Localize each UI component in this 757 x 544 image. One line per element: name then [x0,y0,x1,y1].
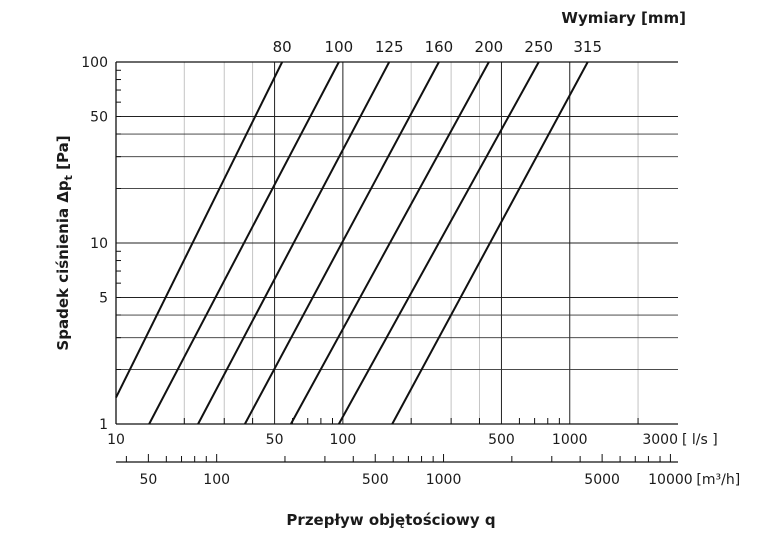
series-label-250: 250 [524,38,553,56]
y-tick-label: 10 [90,236,108,252]
series-line-125 [197,61,391,425]
series-line-250 [337,61,540,425]
x-axis-title: Przepływ objętościowy q [286,511,495,529]
x-tick-label: 1000 [552,432,588,448]
y-tick-label: 1 [99,417,108,433]
series-label-200: 200 [475,38,504,56]
x2-tick-label: 50 [139,472,157,488]
series-lines [115,61,589,425]
y-tick-label: 50 [90,109,108,125]
series-line-160 [244,61,440,425]
x-tick-label: 10 [107,432,125,448]
x2-tick-label: 1000 [426,472,462,488]
x-tick-label: 3000 [642,432,678,448]
x2-tick-label: 100 [203,472,230,488]
x2-tick-label: 5000 [584,472,620,488]
y-tick-label: 100 [81,55,108,71]
x2-tick-label: 500 [362,472,389,488]
x-tick-label: 100 [330,432,357,448]
series-line-80 [115,61,284,398]
series-label-315: 315 [573,38,602,56]
series-label-160: 160 [425,38,454,56]
dimensions-label: Wymiary [mm] [561,9,686,27]
x-tick-label: 500 [488,432,515,448]
series-label-100: 100 [325,38,354,56]
y-axis-title: Spadek ciśnienia Δpt [Pa] [54,135,75,350]
series-line-200 [290,61,490,425]
series-line-315 [391,61,589,425]
series-line-100 [148,61,340,425]
labels: 1 5 10 50 100 10 50 100 500 1000 3000[ l/s ] 50 100 5… [54,9,740,529]
y-tick-label: 5 [99,290,108,306]
x-tick-label: 50 [266,432,284,448]
x2-tick-label: 10000 [648,472,693,488]
axes [115,61,678,463]
grid [116,62,678,424]
series-label-80: 80 [273,38,292,56]
series-label-125: 125 [375,38,404,56]
x-unit-label: [ l/s ] [682,432,718,448]
x2-unit-label: [m³/h] [696,472,740,488]
